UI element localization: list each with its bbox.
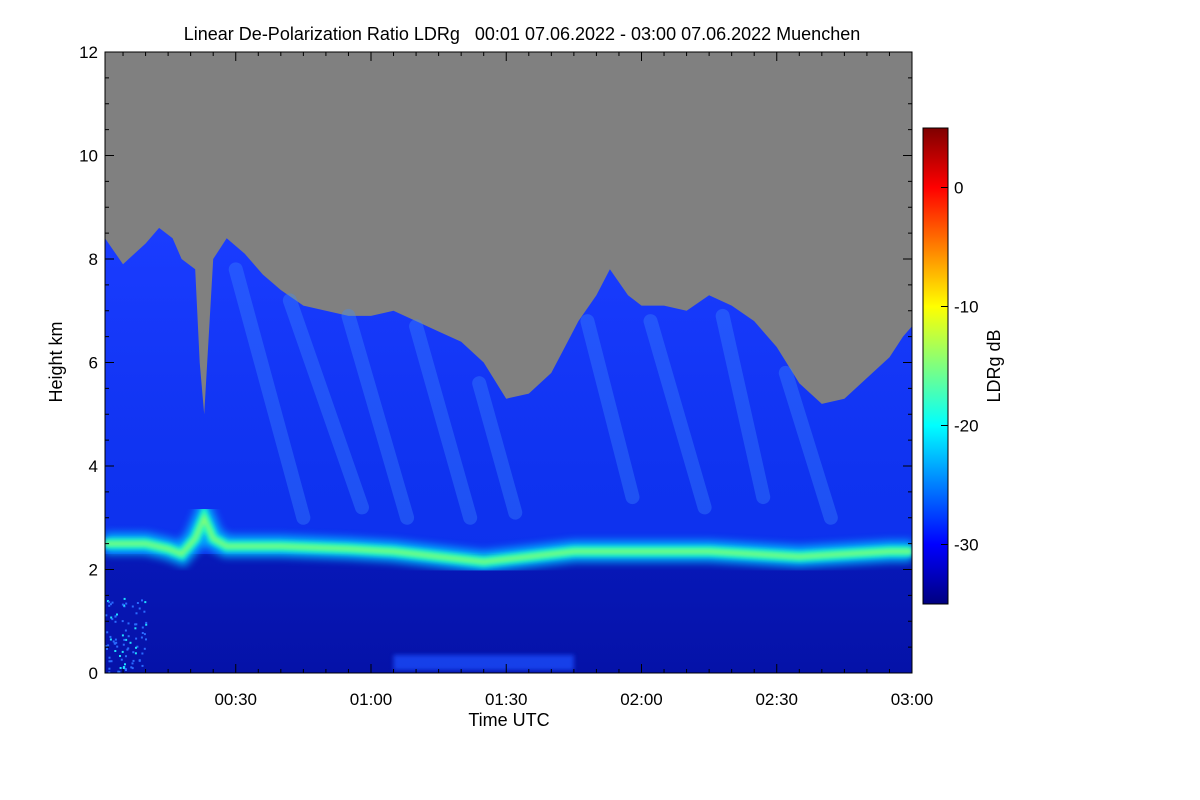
plot-area <box>105 52 912 673</box>
x-axis-label: Time UTC <box>468 710 549 730</box>
y-tick-label: 6 <box>89 354 98 373</box>
x-axis: 00:30 01:00 01:30 02:00 02:30 03:00 <box>122 52 934 709</box>
chart-title: Linear De-Polarization Ratio LDRg 00:01 … <box>184 24 860 44</box>
colorbar-label: LDRg dB <box>984 329 1004 402</box>
melting-layer-core <box>105 512 912 564</box>
x-tick-label: 02:00 <box>620 690 663 709</box>
x-tick-label: 02:30 <box>755 690 798 709</box>
colorbar-tick-label: -30 <box>954 536 979 555</box>
surface-echo <box>393 654 574 671</box>
y-tick-label: 4 <box>89 457 98 476</box>
y-tick-label: 0 <box>89 664 98 683</box>
y-tick-label: 10 <box>79 147 98 166</box>
y-axis-label: Height km <box>46 321 66 402</box>
y-tick-label: 12 <box>79 43 98 62</box>
colorbar-tick-label: -10 <box>954 298 979 317</box>
colorbar <box>922 127 949 605</box>
x-tick-label: 01:00 <box>350 690 393 709</box>
x-tick-label: 01:30 <box>485 690 528 709</box>
colorbar-axis: 0 -10 -20 -30 <box>941 179 979 555</box>
x-tick-label: 03:00 <box>891 690 934 709</box>
y-tick-label: 8 <box>89 250 98 269</box>
colorbar-tick-label: -20 <box>954 417 979 436</box>
y-axis: 0 2 4 6 8 10 12 <box>79 43 912 683</box>
y-tick-label: 2 <box>89 561 98 580</box>
x-tick-label: 00:30 <box>214 690 257 709</box>
fallstreaks <box>228 262 838 525</box>
colorbar-tick-label: 0 <box>954 179 963 198</box>
near-ground-clutter <box>105 597 148 673</box>
lower-layer <box>105 553 912 673</box>
